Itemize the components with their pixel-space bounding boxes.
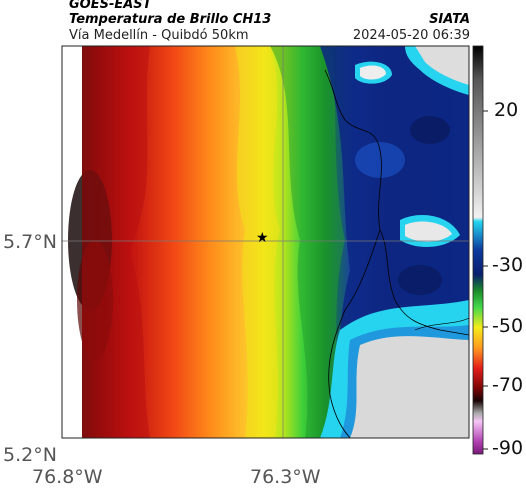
colorbar xyxy=(472,45,484,455)
y-tick-5-7: 5.7°N xyxy=(3,231,57,253)
colorbar-label-minus50: -50 xyxy=(492,315,524,337)
agency-label: SIATA xyxy=(429,12,470,27)
colorbar-label-minus90: -90 xyxy=(492,437,524,459)
colorbar-label-minus70: -70 xyxy=(492,374,524,396)
region-label: Vía Medellín - Quibdó 50km xyxy=(69,28,249,43)
y-tick-5-2: 5.2°N xyxy=(3,444,57,466)
x-tick-76-3: 76.3°W xyxy=(250,466,321,488)
satellite-title: GOES-EAST xyxy=(69,0,152,12)
colorbar-ticks xyxy=(483,110,488,450)
colorbar-label-20: 20 xyxy=(494,99,519,121)
colorbar-label-minus30: -30 xyxy=(492,254,524,276)
border-line xyxy=(324,69,469,336)
brightness-temperature-field xyxy=(68,46,469,438)
x-tick-76-8: 76.8°W xyxy=(32,466,103,488)
timestamp-label: 2024-05-20 06:39 xyxy=(352,28,470,43)
plot-frame xyxy=(61,45,470,439)
location-marker: ★ xyxy=(256,230,269,246)
product-title: Temperatura de Brillo CH13 xyxy=(69,12,272,27)
